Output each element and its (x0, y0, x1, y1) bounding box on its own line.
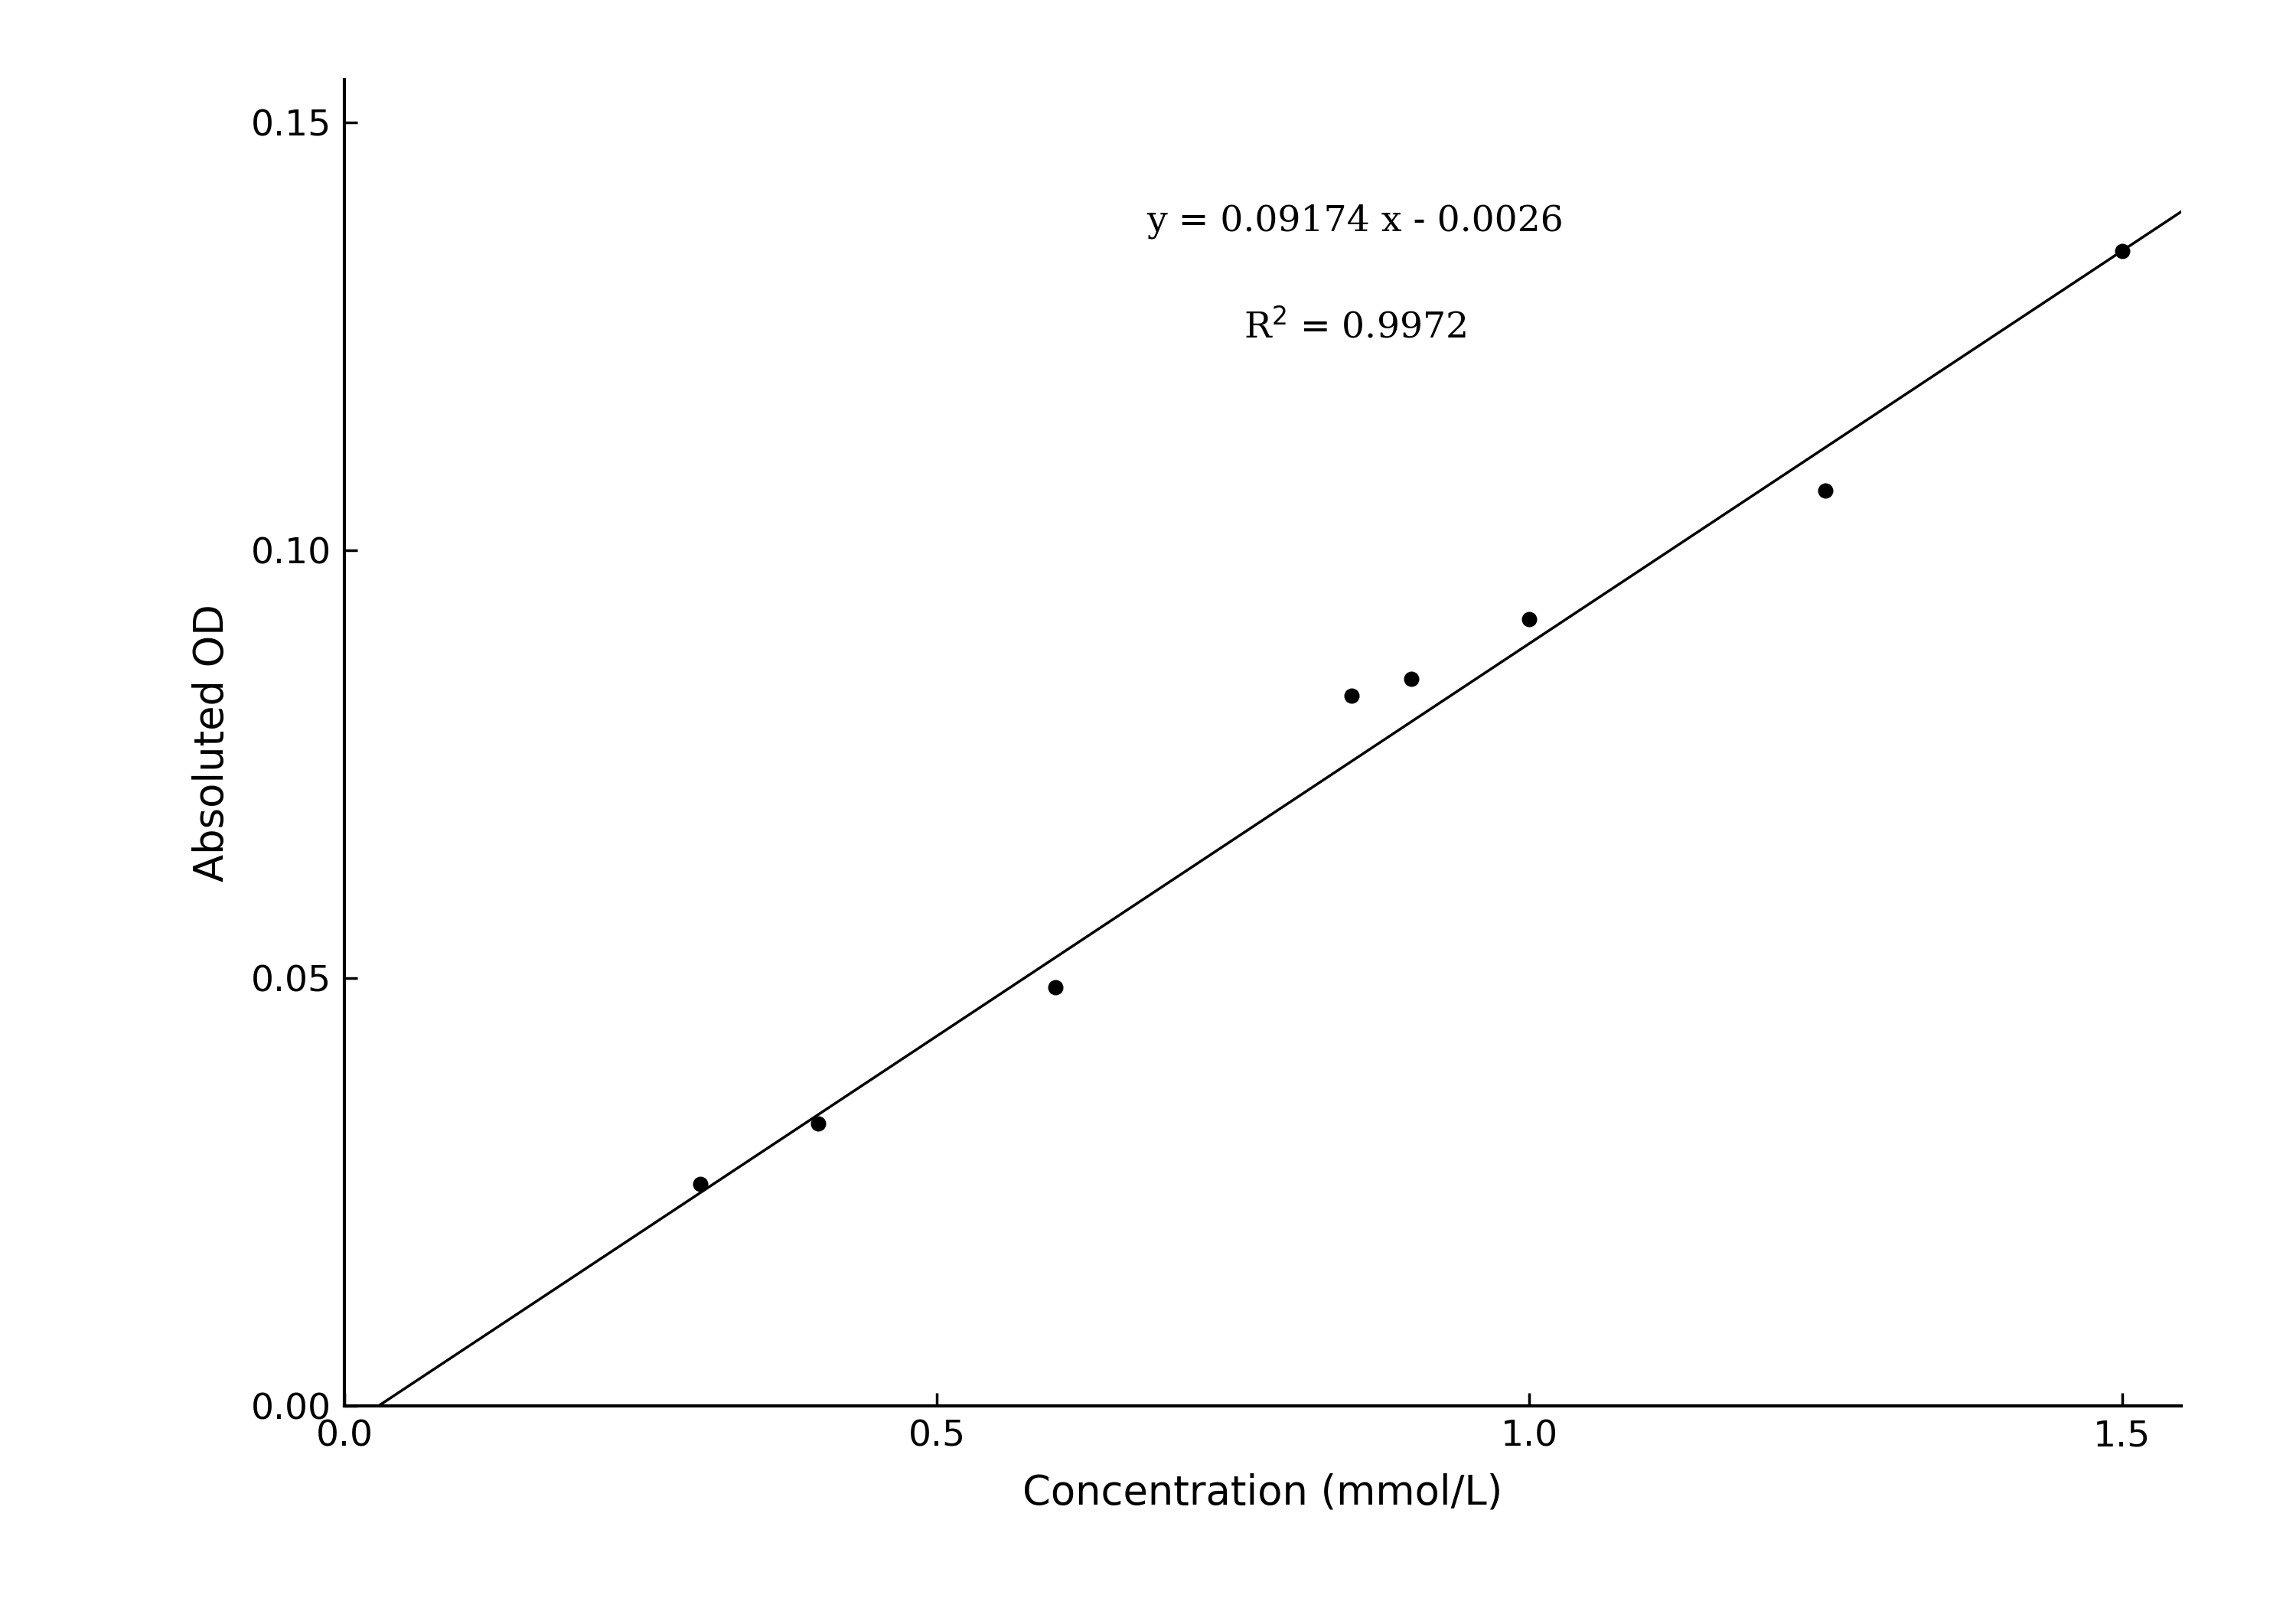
Text: y = 0.09174 x - 0.0026: y = 0.09174 x - 0.0026 (1146, 205, 1564, 240)
X-axis label: Concentration (mmol/L): Concentration (mmol/L) (1022, 1473, 1504, 1512)
Y-axis label: Absoluted OD: Absoluted OD (193, 604, 232, 882)
Point (682, 1171, 719, 1197)
Text: R$^2$ = 0.9972: R$^2$ = 0.9972 (1244, 308, 1465, 345)
Point (1038, 975, 1075, 1000)
Point (799, 1111, 836, 1136)
Point (2103, 238, 2140, 264)
Point (1334, 684, 1371, 710)
Point (1394, 666, 1430, 692)
Point (1807, 478, 1844, 503)
Point (1511, 606, 1548, 631)
